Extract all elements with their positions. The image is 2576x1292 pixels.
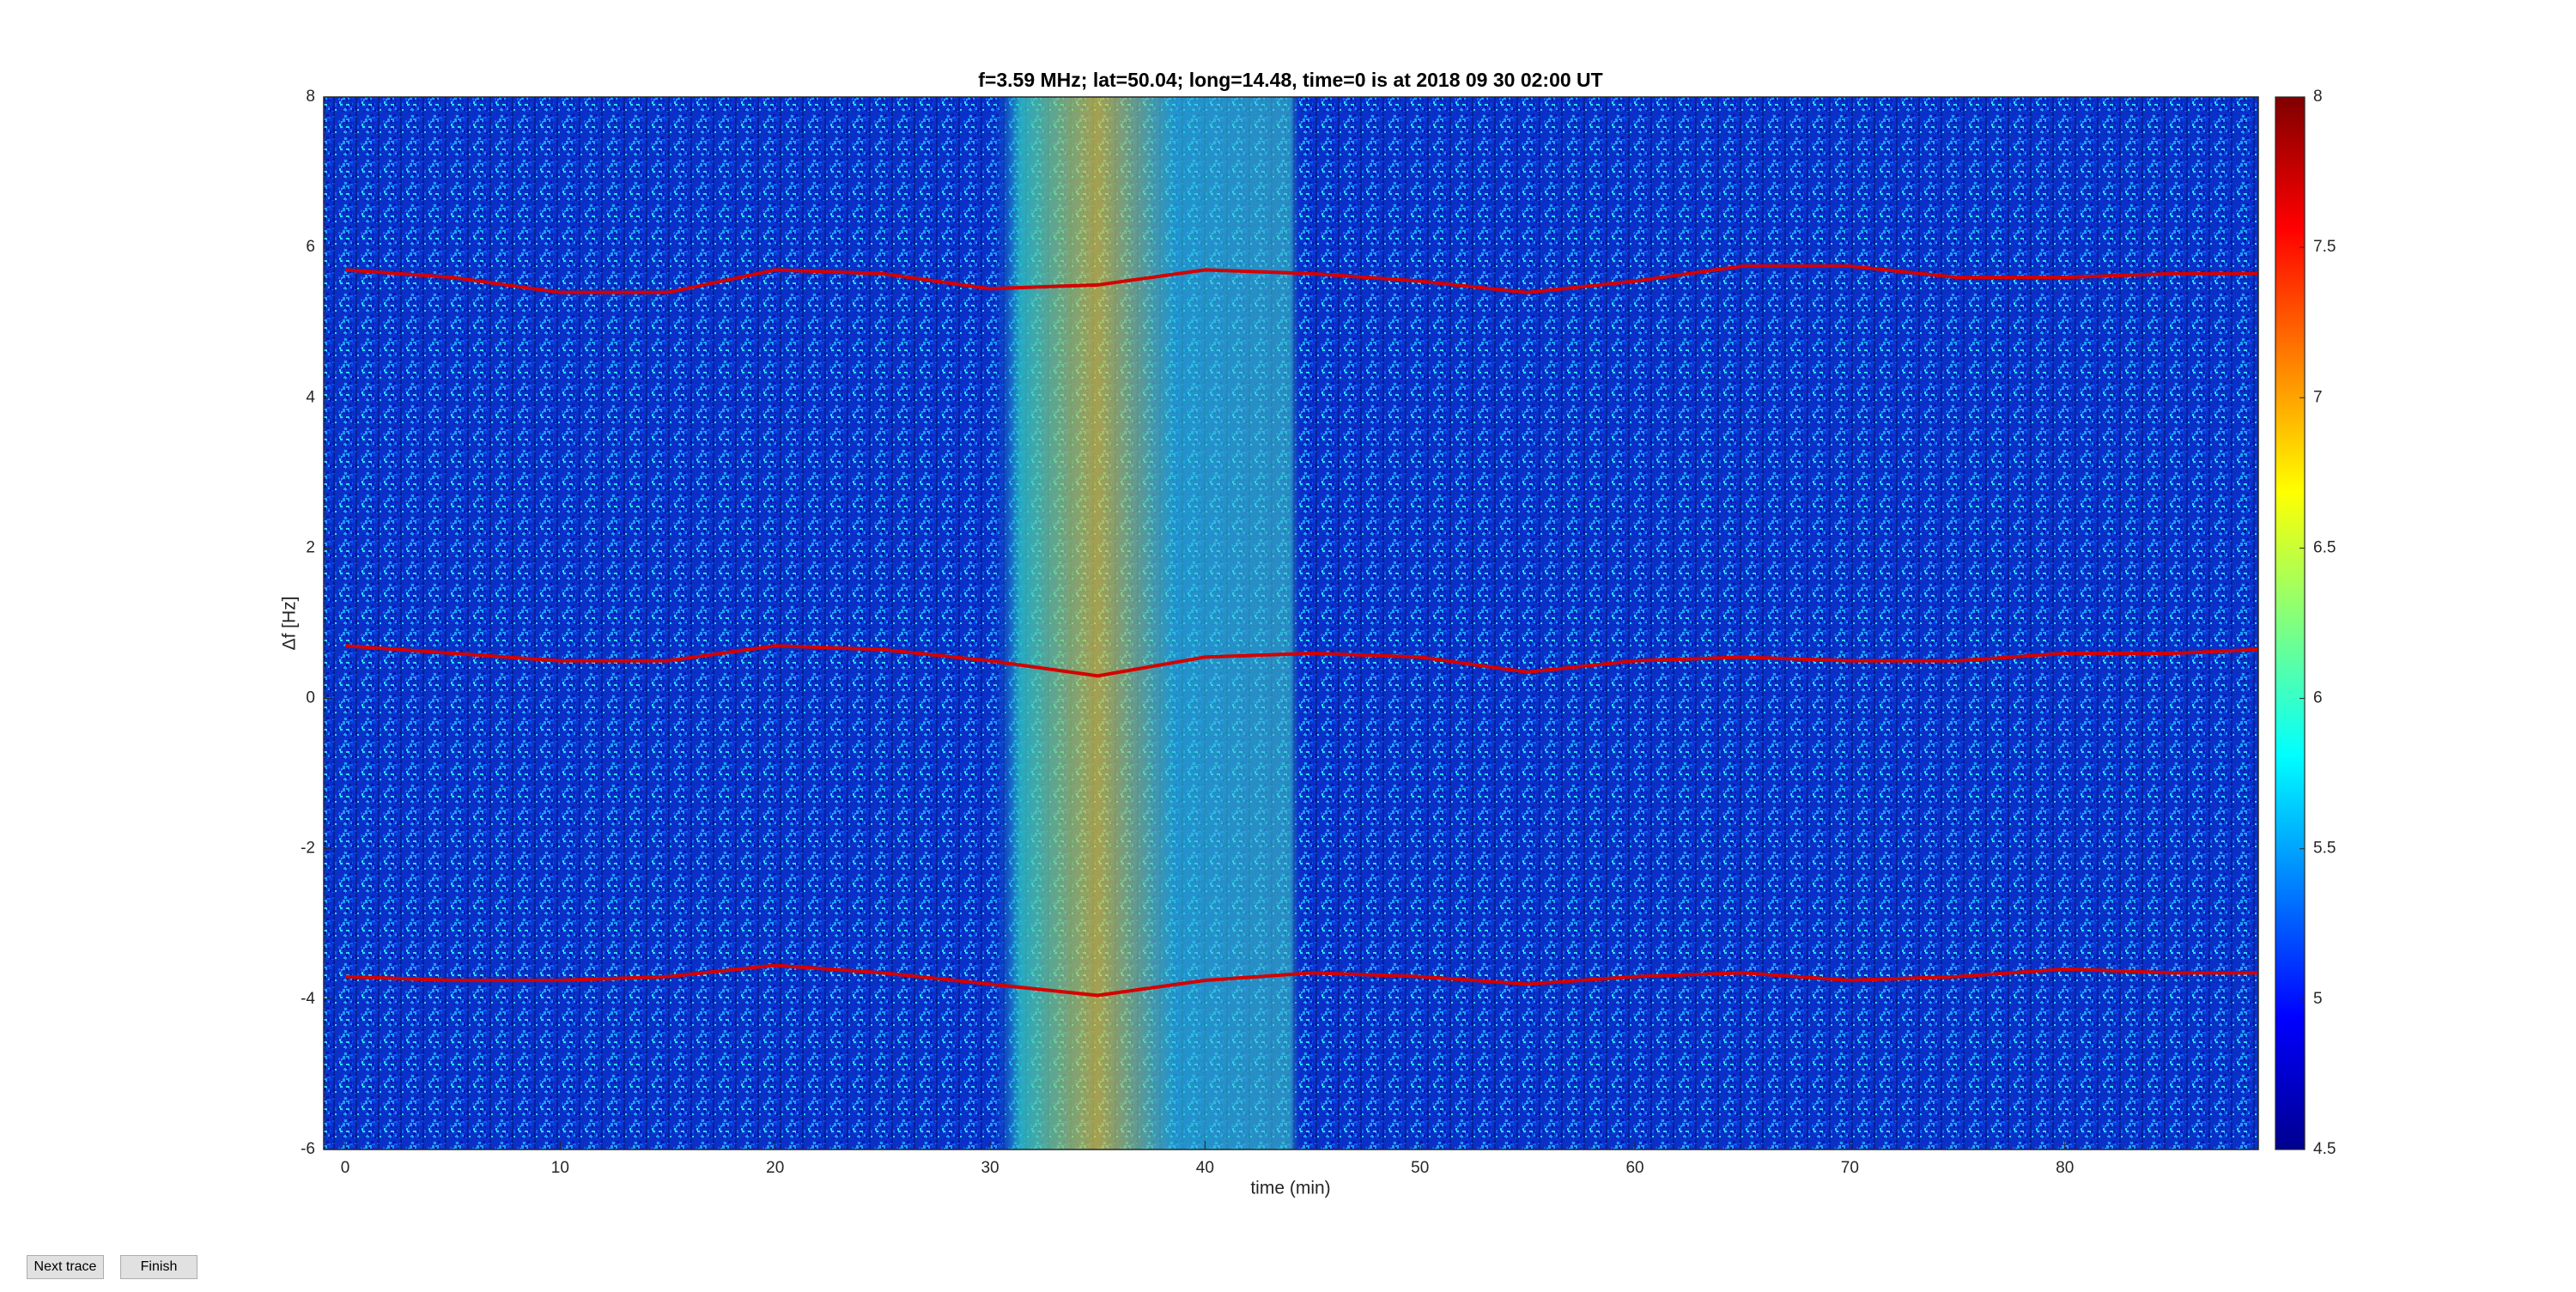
colorbar-tick-label: 6 (2313, 689, 2323, 707)
colorbar (2275, 96, 2306, 1150)
colorbar-tick-label: 8 (2313, 88, 2323, 106)
trace-line (344, 264, 2258, 294)
chart: f=3.59 MHz; lat=50.04; long=14.48, time=… (280, 69, 2336, 1198)
colorbar-tick-label: 5.5 (2313, 840, 2336, 858)
trace-line (344, 963, 2258, 998)
y-tick-label: -4 (301, 990, 315, 1008)
y-tick-label: 4 (306, 388, 315, 406)
plot-frame (323, 96, 2259, 1150)
colorbar-tick-label: 5 (2313, 990, 2323, 1008)
y-tick-label: 6 (306, 238, 315, 256)
trace-line (344, 644, 2259, 678)
next-trace-button[interactable]: Next trace (27, 1255, 104, 1279)
y-tick-label: 8 (306, 88, 315, 106)
x-tick-label: 10 (551, 1159, 569, 1177)
x-tick-label: 0 (341, 1159, 350, 1177)
colorbar-tick-label: 7 (2313, 388, 2323, 406)
x-tick-label: 70 (1841, 1159, 1859, 1177)
finish-button[interactable]: Finish (120, 1255, 197, 1279)
chart-title: f=3.59 MHz; lat=50.04; long=14.48, time=… (978, 69, 1602, 91)
colorbar-tick-label: 7.5 (2313, 238, 2336, 256)
x-axis-label: time (min) (1250, 1179, 1330, 1198)
x-tick-label: 80 (2056, 1159, 2074, 1177)
y-tick-label: 2 (306, 538, 315, 556)
x-tick-label: 60 (1625, 1159, 1643, 1177)
y-axis-label: Δf [Hz] (280, 596, 300, 650)
colorbar-tick-label: 4.5 (2313, 1140, 2336, 1158)
x-tick-label: 40 (1196, 1159, 1214, 1177)
colorbar-tick-label: 6.5 (2313, 538, 2336, 556)
y-tick-label: 0 (306, 689, 315, 707)
x-tick-label: 20 (766, 1159, 784, 1177)
y-tick-label: -6 (301, 1140, 315, 1158)
x-tick-label: 50 (1411, 1159, 1429, 1177)
x-tick-label: 30 (981, 1159, 999, 1177)
y-tick-label: -2 (301, 840, 315, 858)
spectrogram-band (324, 97, 2258, 1149)
